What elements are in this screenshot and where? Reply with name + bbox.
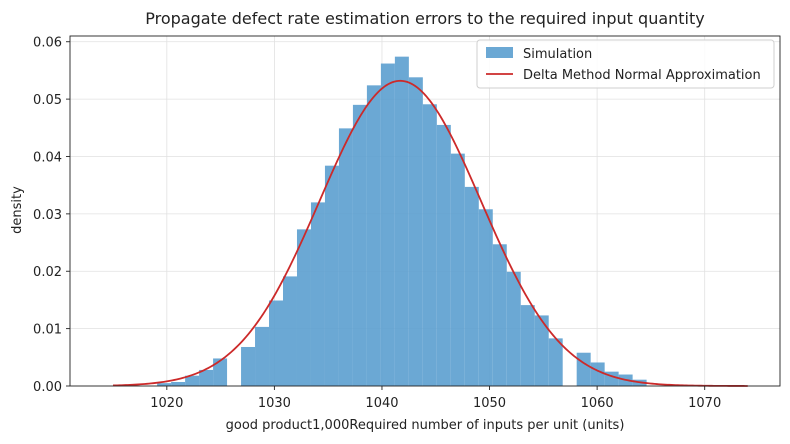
x-tick-label: 1030 (258, 396, 291, 411)
x-tick-label: 1040 (365, 396, 398, 411)
legend-box (476, 39, 775, 89)
x-tick-label: 1020 (150, 396, 183, 411)
histogram-bar (171, 381, 186, 386)
histogram-bar (478, 209, 493, 386)
histogram-bar (450, 153, 465, 386)
normal-approximation-curve (113, 79, 748, 387)
legend-label-simulation: Simulation (523, 47, 592, 62)
x-tick-label: 1050 (473, 396, 506, 411)
bars-layer (157, 56, 647, 387)
histogram-bar (366, 85, 381, 386)
y-tick-label: 0.05 (33, 93, 62, 108)
histogram-bar (492, 244, 507, 386)
histogram-bar (255, 326, 270, 386)
legend-swatch-simulation (486, 47, 513, 58)
y-tick-label: 0.04 (33, 150, 62, 165)
legend-label-curve: Delta Method Normal Approximation (523, 68, 761, 83)
histogram-bar (534, 315, 549, 386)
histogram-bar (590, 362, 605, 386)
histogram-bar (296, 229, 311, 386)
histogram-bar (352, 104, 367, 386)
histogram-bar (269, 300, 283, 386)
histogram-bar (408, 77, 423, 387)
x-tick-label: 1060 (581, 396, 614, 411)
y-tick-label: 0.00 (33, 380, 62, 395)
histogram-bar (548, 338, 563, 386)
histogram-bar (464, 186, 479, 386)
histogram-bar (324, 165, 339, 386)
x-axis-label: good product1,000Required number of inpu… (226, 418, 625, 433)
y-tick-label: 0.02 (33, 265, 62, 280)
ticks-layer: 1020 1030 1040 1050 1060 1070 0.00 0.01 0.02 0.03… (33, 36, 721, 411)
histogram-bar (520, 305, 535, 386)
histogram-bar (422, 104, 437, 386)
y-tick-label: 0.03 (33, 208, 62, 223)
histogram-bar (506, 271, 521, 386)
curve-layer (113, 79, 748, 387)
y-tick-label: 0.06 (33, 36, 62, 51)
histogram-bar (394, 56, 409, 387)
histogram-bar (157, 383, 172, 386)
histogram-bar (310, 202, 325, 386)
histogram-bar (436, 124, 451, 387)
chart-title: Propagate defect rate estimation errors … (145, 9, 704, 28)
histogram-bar (199, 369, 214, 386)
legend: Simulation Delta Method Normal Approximat… (476, 39, 775, 89)
y-tick-label: 0.01 (33, 323, 62, 338)
histogram-bar (213, 358, 228, 386)
histogram-bar (185, 375, 200, 386)
y-axis-label: density (10, 186, 25, 234)
axes-layer (69, 35, 781, 387)
histogram-bar (241, 346, 256, 386)
histogram-bar (283, 276, 297, 386)
histogram-bar (380, 63, 395, 386)
plot-frame (69, 35, 781, 387)
histogram-bar (338, 128, 353, 386)
histogram-bar (576, 352, 591, 386)
x-tick-label: 1070 (688, 396, 721, 411)
